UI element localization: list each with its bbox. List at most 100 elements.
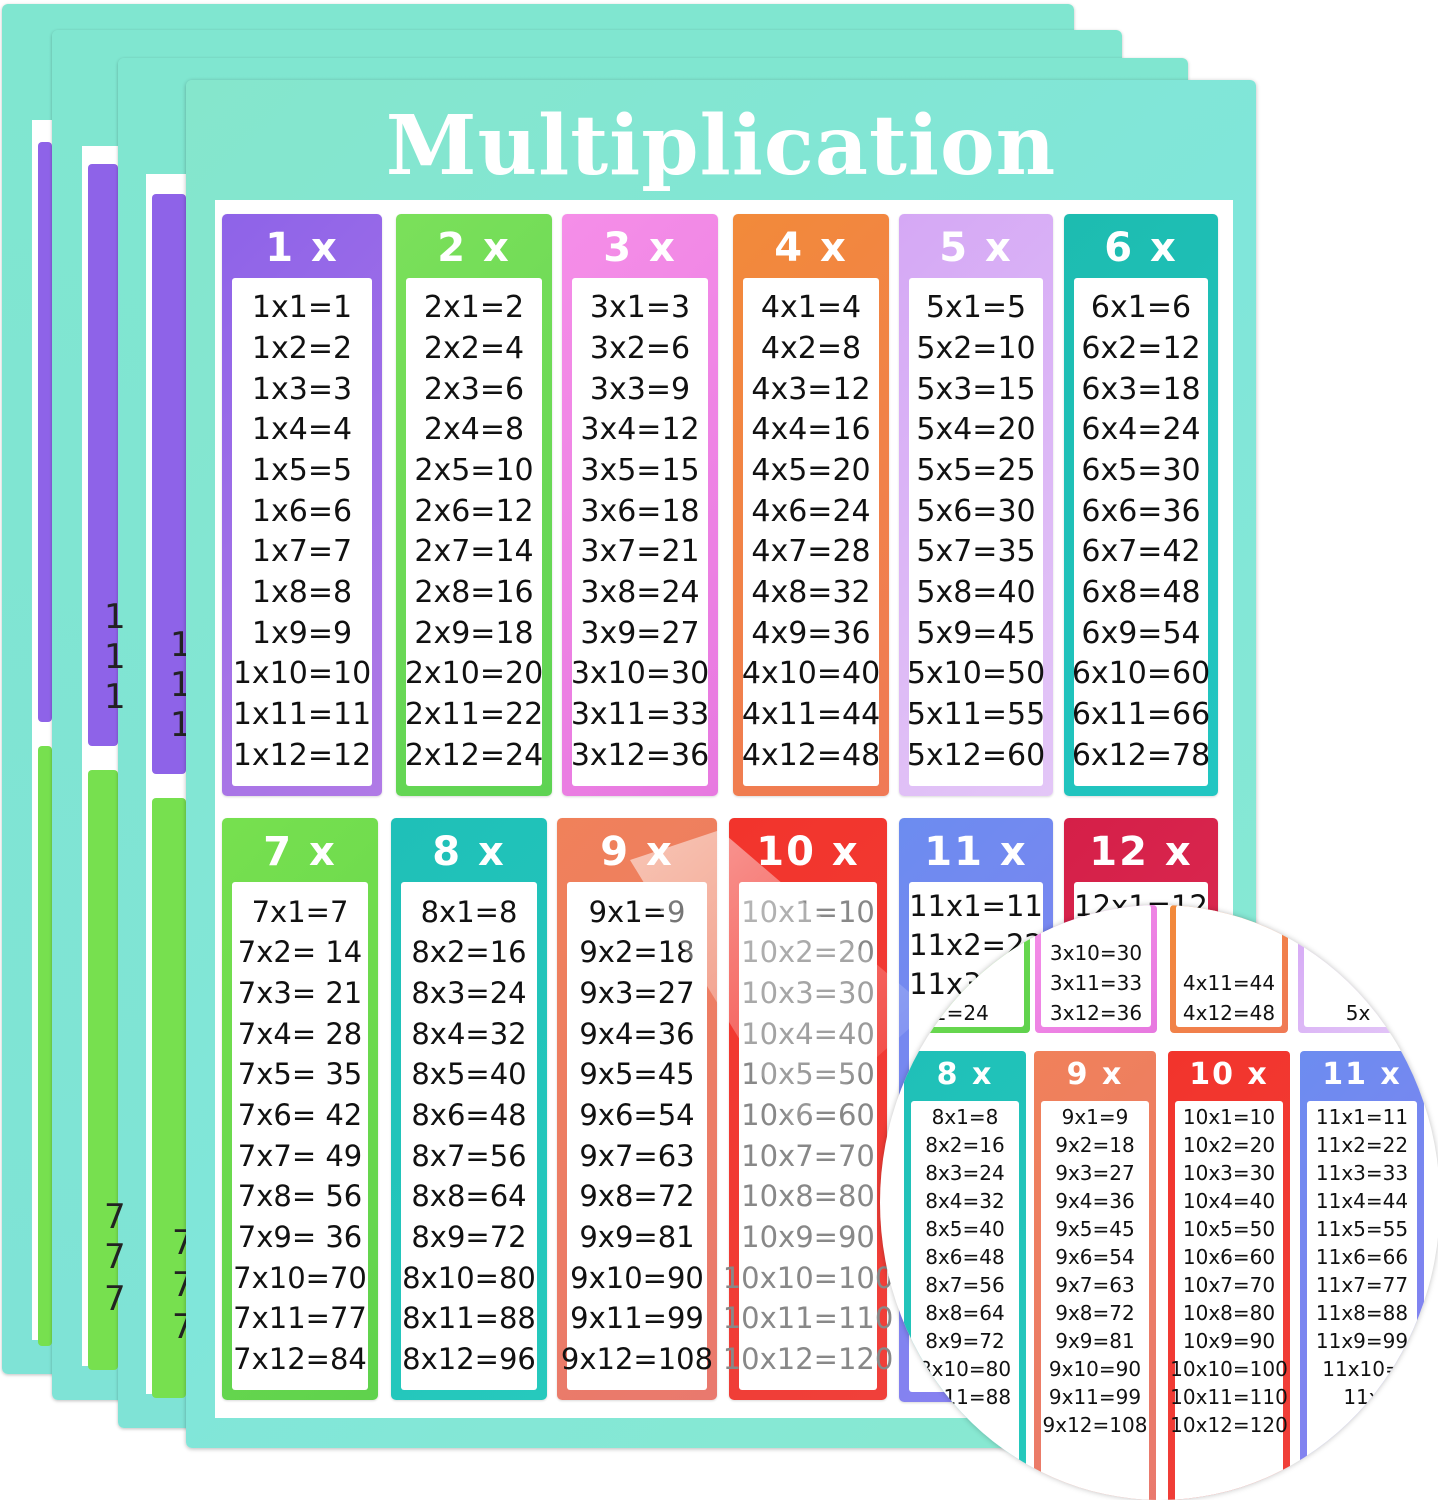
multiplication-fact: 8x5=40 xyxy=(925,1217,1005,1241)
multiplication-fact: 11x1=11 xyxy=(1315,1105,1409,1129)
table-card: 6 x 6x1=6 6x2=12 6x3=18 6x4=24 6x5=30 6x6=36 6x… xyxy=(1064,214,1218,796)
table-card-body: 9x1=9 9x2=18 9x3=27 9x4=36 9x5=45 9x6=54 9x7=6… xyxy=(561,882,713,1390)
multiplication-fact: 10x2=20 xyxy=(1182,1133,1276,1157)
multiplication-fact: 6x3=18 xyxy=(1081,371,1201,407)
multiplication-fact: 1x9=9 xyxy=(251,615,353,651)
multiplication-fact: 6x8=48 xyxy=(1081,574,1201,610)
multiplication-fact: 10x10=100 xyxy=(722,1260,894,1295)
multiplication-fact: 2x4=8 xyxy=(423,412,525,448)
table-card-body: 4x1=4 4x2=8 4x3=12 4x4=16 4x5=20 4x6=24 4x7=28… xyxy=(741,278,881,786)
multiplication-fact: 9x3=27 xyxy=(579,976,695,1011)
zoom-table-card-header: 11 x xyxy=(1322,1057,1402,1092)
multiplication-fact: 3x6=18 xyxy=(580,493,700,529)
multiplication-fact: 5x9=45 xyxy=(916,615,1036,651)
multiplication-fact: 10x5=50 xyxy=(741,1057,875,1092)
back-sheet-2-card-green xyxy=(88,770,118,1370)
multiplication-fact: 11x9=99 xyxy=(1315,1329,1409,1353)
multiplication-fact: 11x10= xyxy=(1322,1357,1402,1381)
multiplication-fact: 2x8=16 xyxy=(414,574,534,610)
zoom-table-card-header: 8 x xyxy=(936,1057,994,1092)
multiplication-fact: 1x6=6 xyxy=(251,493,353,529)
multiplication-fact: 10x1=10 xyxy=(741,894,875,929)
multiplication-fact: 2x11=22 xyxy=(404,696,544,732)
multiplication-fact: 7x11=77 xyxy=(233,1301,367,1336)
multiplication-fact: 10x9=90 xyxy=(1182,1329,1276,1353)
multiplication-fact: 1x10=10 xyxy=(232,656,372,692)
multiplication-fact: 9x11=99 xyxy=(570,1301,704,1336)
table-card-header: 9 x xyxy=(600,829,674,875)
multiplication-fact: 10x6=60 xyxy=(1182,1245,1276,1269)
table-card: 9 x 9x1=9 9x2=18 9x3=27 9x4=36 9x5=45 9x6=54 9x… xyxy=(557,818,717,1400)
multiplication-fact: 8x8=64 xyxy=(411,1179,527,1214)
back-sheet-1-card-green xyxy=(38,746,52,1346)
multiplication-fact: 6x4=24 xyxy=(1081,412,1201,448)
multiplication-fact: 10x2=20 xyxy=(741,935,875,970)
multiplication-fact: 9x5=45 xyxy=(579,1057,695,1092)
multiplication-fact: 3x12=36 xyxy=(1049,1001,1143,1025)
multiplication-fact: 11x7=77 xyxy=(1315,1273,1409,1297)
multiplication-fact: 9x3=27 xyxy=(1055,1161,1135,1185)
poster-title: Multiplication xyxy=(385,98,1057,194)
multiplication-fact: 6x9=54 xyxy=(1081,615,1201,651)
multiplication-fact: 8x12=96 xyxy=(402,1342,536,1377)
multiplication-fact: 10x8=80 xyxy=(1182,1301,1276,1325)
multiplication-fact: 9x6=54 xyxy=(579,1098,695,1133)
multiplication-fact: 1x11=11 xyxy=(232,696,372,732)
multiplication-fact: 8x3=24 xyxy=(411,976,527,1011)
back-sheet-3-card-purple xyxy=(152,194,186,774)
multiplication-fact: 8x1=8 xyxy=(931,1105,999,1129)
multiplication-fact: 9x12=108 xyxy=(1042,1413,1148,1437)
multiplication-fact: 7x5= 35 xyxy=(237,1057,363,1092)
multiplication-fact: 7x10=70 xyxy=(233,1260,367,1295)
multiplication-fact: 9x4=36 xyxy=(579,1016,695,1051)
multiplication-fact: 2x2=4 xyxy=(423,330,525,366)
multiplication-fact: 11x4=44 xyxy=(1315,1189,1409,1213)
multiplication-fact: 8x5=40 xyxy=(411,1057,527,1092)
multiplication-fact: 8x4=32 xyxy=(925,1189,1005,1213)
multiplication-fact: 3x3=9 xyxy=(589,371,691,407)
multiplication-fact: 9x7=63 xyxy=(579,1138,695,1173)
back-sheet-3-card-green xyxy=(152,798,186,1398)
multiplication-fact: 1x12=12 xyxy=(232,737,372,773)
multiplication-fact: 5x2=10 xyxy=(916,330,1036,366)
zoom-top-card-body: 3x10=30 3x11=33 3x12=36 xyxy=(1041,905,1151,1027)
multiplication-fact: 3x11=33 xyxy=(570,696,710,732)
zoom-table-card: 8 x 8x1=8 8x2=16 8x3=24 8x4=32 8x5=40 8x6=48 8x… xyxy=(904,1051,1026,1500)
multiplication-fact: 10x4=40 xyxy=(741,1016,875,1051)
zoom-top-card: 4x11=44 4x12=48 xyxy=(1170,905,1288,1033)
table-card: 4 x 4x1=4 4x2=8 4x3=12 4x4=16 4x5=20 4x6=24 4x7… xyxy=(733,214,889,796)
multiplication-fact: 5x1=5 xyxy=(925,290,1027,326)
multiplication-fact: 10x6=60 xyxy=(741,1098,875,1133)
multiplication-fact: 7x6= 42 xyxy=(237,1098,363,1133)
multiplication-fact: 5x8=40 xyxy=(916,574,1036,610)
table-card-header: 10 x xyxy=(756,829,860,875)
multiplication-fact: 9x8=72 xyxy=(579,1179,695,1214)
zoom-top-card-body: 12=24 xyxy=(886,905,1024,1027)
multiplication-fact: 10x11=110 xyxy=(722,1301,894,1336)
back-digit: 1 xyxy=(104,597,126,637)
multiplication-fact: 1x1=1 xyxy=(251,290,353,326)
multiplication-fact: 10x3=30 xyxy=(1182,1161,1276,1185)
table-card-header: 3 x xyxy=(603,225,677,271)
back-digit: 1 xyxy=(104,637,126,677)
multiplication-fact: 6x2=12 xyxy=(1081,330,1201,366)
multiplication-fact: 9x7=63 xyxy=(1055,1273,1135,1297)
multiplication-fact: 11x2=22 xyxy=(1315,1133,1409,1157)
multiplication-fact: 2x1=2 xyxy=(423,290,525,326)
multiplication-fact: 1x7=7 xyxy=(251,534,353,570)
multiplication-fact: 10x10=100 xyxy=(1170,1357,1288,1381)
multiplication-fact: 6x11=66 xyxy=(1071,696,1211,732)
zoom-top-card: 5x xyxy=(1298,905,1418,1033)
multiplication-fact: 9x5=45 xyxy=(1055,1217,1135,1241)
multiplication-fact: 3x7=21 xyxy=(580,534,700,570)
multiplication-fact: 4x12=48 xyxy=(1182,1001,1276,1025)
multiplication-fact: 5x3=15 xyxy=(916,371,1036,407)
multiplication-fact: 12=24 xyxy=(921,1001,989,1025)
table-card-body: 7x1=7 7x2= 14 7x3= 21 7x4= 28 7x5= 35 7x6= 42… xyxy=(232,882,368,1390)
multiplication-fact: 9x4=36 xyxy=(1055,1189,1135,1213)
multiplication-fact: 8x10=80 xyxy=(918,1357,1012,1381)
table-card-header: 2 x xyxy=(437,225,511,271)
table-card-body: 1x1=1 1x2=2 1x3=3 1x4=4 1x5=5 1x6=6 1x7=7 1x8=8… xyxy=(232,278,372,786)
multiplication-fact: 4x10=40 xyxy=(741,656,881,692)
multiplication-fact: 8x8=64 xyxy=(925,1301,1005,1325)
